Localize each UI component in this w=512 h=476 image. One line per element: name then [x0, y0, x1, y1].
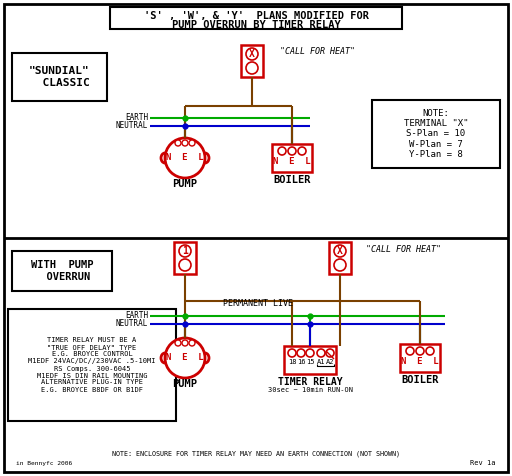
Text: WITH  PUMP
  OVERRUN: WITH PUMP OVERRUN	[31, 260, 93, 282]
Circle shape	[317, 349, 325, 357]
Text: TIMER RELAY MUST BE A
"TRUE OFF DELAY" TYPE
E.G. BROYCE CONTROL
M1EDF 24VAC/DC//: TIMER RELAY MUST BE A "TRUE OFF DELAY" T…	[28, 337, 156, 393]
Text: 30sec ~ 10min RUN-ON: 30sec ~ 10min RUN-ON	[267, 387, 352, 393]
Text: EARTH: EARTH	[125, 311, 148, 320]
Circle shape	[288, 349, 296, 357]
Circle shape	[165, 338, 205, 378]
Text: EARTH: EARTH	[125, 113, 148, 122]
Bar	[329, 242, 351, 274]
Text: TIMER RELAY: TIMER RELAY	[278, 377, 343, 387]
Text: X: X	[337, 246, 343, 256]
Circle shape	[246, 62, 258, 74]
Text: N  E  L: N E L	[166, 153, 204, 162]
Circle shape	[182, 140, 188, 146]
Bar	[272, 144, 312, 172]
Text: in Bennyfc 2006: in Bennyfc 2006	[16, 461, 72, 466]
Circle shape	[426, 347, 434, 355]
Circle shape	[278, 147, 286, 155]
Circle shape	[165, 138, 205, 178]
Text: A2: A2	[326, 359, 334, 365]
Bar	[372, 100, 500, 168]
Text: N  E  L: N E L	[166, 354, 204, 363]
Text: "CALL FOR HEAT": "CALL FOR HEAT"	[366, 245, 441, 254]
Circle shape	[406, 347, 414, 355]
Circle shape	[175, 140, 181, 146]
Text: NOTE:
TERMINAL "X"
S-Plan = 10
W-Plan = 7
Y-Plan = 8: NOTE: TERMINAL "X" S-Plan = 10 W-Plan = …	[404, 109, 468, 159]
Circle shape	[416, 347, 424, 355]
Circle shape	[189, 140, 195, 146]
Text: 15: 15	[306, 359, 314, 365]
Circle shape	[175, 340, 181, 346]
Text: N  E  L: N E L	[273, 158, 311, 167]
Bar	[174, 242, 196, 274]
Bar	[110, 7, 402, 29]
Text: PUMP: PUMP	[173, 179, 198, 189]
Circle shape	[179, 259, 191, 271]
Bar	[12, 251, 112, 291]
Bar	[8, 309, 176, 421]
Text: NEUTRAL: NEUTRAL	[116, 121, 148, 130]
Circle shape	[246, 48, 258, 60]
Text: 1: 1	[182, 246, 188, 256]
Circle shape	[182, 340, 188, 346]
Bar	[284, 346, 336, 374]
Text: PERMANENT LIVE: PERMANENT LIVE	[223, 298, 293, 307]
Text: PUMP OVERRUN BY TIMER RELAY: PUMP OVERRUN BY TIMER RELAY	[172, 20, 340, 30]
Text: PUMP: PUMP	[173, 379, 198, 389]
Circle shape	[306, 349, 314, 357]
Text: "CALL FOR HEAT": "CALL FOR HEAT"	[280, 48, 355, 57]
Circle shape	[326, 349, 334, 357]
Circle shape	[334, 245, 346, 257]
Text: 18: 18	[288, 359, 296, 365]
Circle shape	[179, 245, 191, 257]
Text: N  E  L: N E L	[401, 357, 439, 367]
Text: NOTE: ENCLOSURE FOR TIMER RELAY MAY NEED AN EARTH CONNECTION (NOT SHOWN): NOTE: ENCLOSURE FOR TIMER RELAY MAY NEED…	[112, 451, 400, 457]
Text: "SUNDIAL"
  CLASSIC: "SUNDIAL" CLASSIC	[29, 66, 90, 88]
Text: X: X	[249, 49, 255, 59]
Circle shape	[297, 349, 305, 357]
Circle shape	[298, 147, 306, 155]
Text: A1: A1	[317, 359, 325, 365]
Text: Rev 1a: Rev 1a	[471, 460, 496, 466]
Text: 16: 16	[297, 359, 305, 365]
Bar	[400, 344, 440, 372]
Bar	[241, 45, 263, 77]
Text: BOILER: BOILER	[273, 175, 311, 185]
Text: BOILER: BOILER	[401, 375, 439, 385]
Circle shape	[288, 147, 296, 155]
Text: NEUTRAL: NEUTRAL	[116, 319, 148, 328]
Bar	[12, 53, 107, 101]
Text: 'S' , 'W', & 'Y'  PLANS MODIFIED FOR: 'S' , 'W', & 'Y' PLANS MODIFIED FOR	[143, 11, 369, 21]
Circle shape	[189, 340, 195, 346]
Circle shape	[334, 259, 346, 271]
